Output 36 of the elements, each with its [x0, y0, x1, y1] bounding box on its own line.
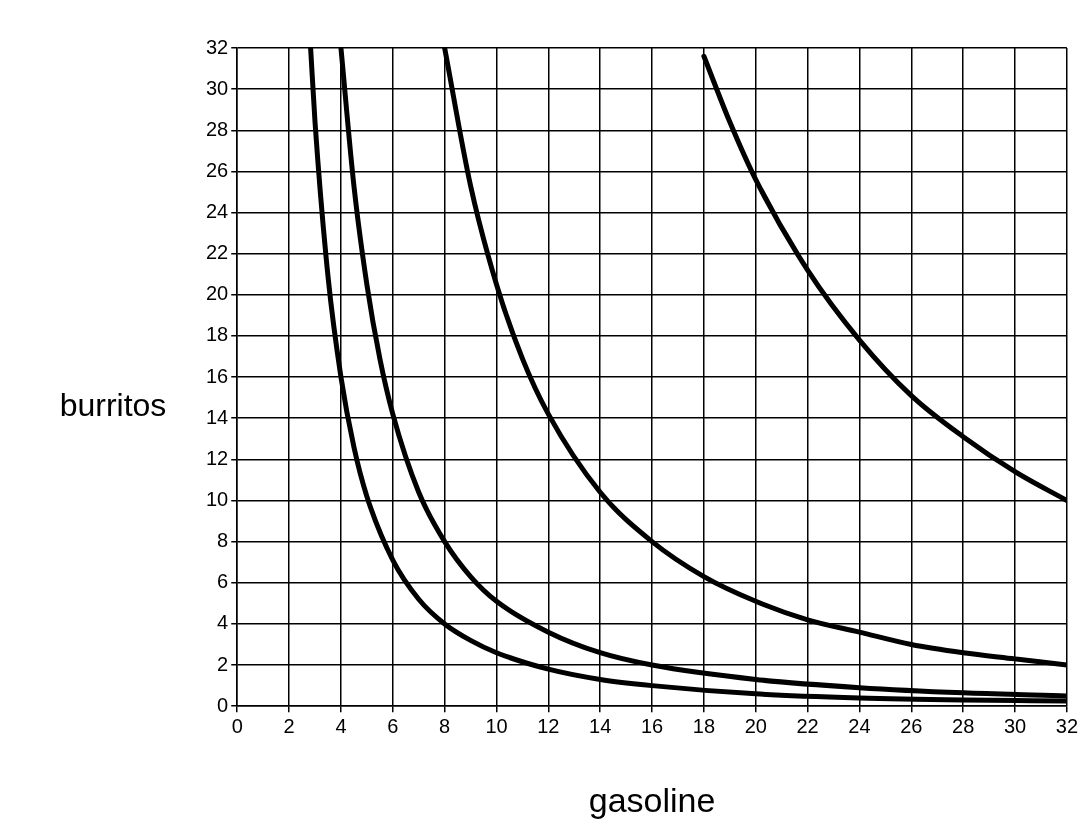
x-tick-label: 10: [485, 714, 508, 737]
y-tick-label: 20: [206, 282, 229, 305]
x-tick-label: 2: [283, 714, 295, 737]
y-tick-label: 28: [206, 117, 229, 140]
x-tick-label: 20: [744, 714, 767, 737]
x-tick-label: 12: [537, 714, 560, 737]
y-tick-label: 32: [206, 35, 229, 58]
y-tick-label: 22: [206, 241, 229, 264]
x-tick-label: 22: [796, 714, 819, 737]
x-tick-label: 4: [335, 714, 347, 737]
y-tick-label: 18: [206, 323, 229, 346]
y-tick-label: 10: [206, 488, 229, 511]
y-axis-title: burritos: [59, 386, 167, 423]
y-tick-label: 2: [217, 652, 229, 675]
y-tick-label: 6: [217, 570, 229, 593]
x-tick-label: 30: [1003, 714, 1027, 737]
x-tick-label: 24: [848, 714, 871, 737]
y-tick-label: 0: [217, 693, 229, 716]
y-tick-label: 12: [206, 446, 229, 469]
x-tick-label: 26: [900, 714, 923, 737]
y-tick-label: 14: [206, 405, 229, 428]
x-tick-label: 0: [231, 714, 243, 737]
y-tick-label: 16: [206, 364, 229, 387]
x-axis-title: gasoline: [588, 780, 716, 819]
x-tick-label: 16: [640, 714, 664, 737]
x-tick-label: 14: [589, 714, 612, 737]
x-tick-label: 32: [1055, 714, 1078, 737]
x-tick-label: 18: [692, 714, 716, 737]
y-tick-label: 24: [206, 200, 229, 223]
x-tick-label: 28: [952, 714, 975, 737]
x-tick-label: 8: [439, 714, 451, 737]
y-tick-label: 30: [206, 76, 229, 99]
x-tick-label: 6: [387, 714, 399, 737]
y-tick-label: 4: [217, 611, 229, 634]
y-tick-label: 26: [206, 158, 229, 181]
y-tick-label: 8: [217, 529, 229, 552]
